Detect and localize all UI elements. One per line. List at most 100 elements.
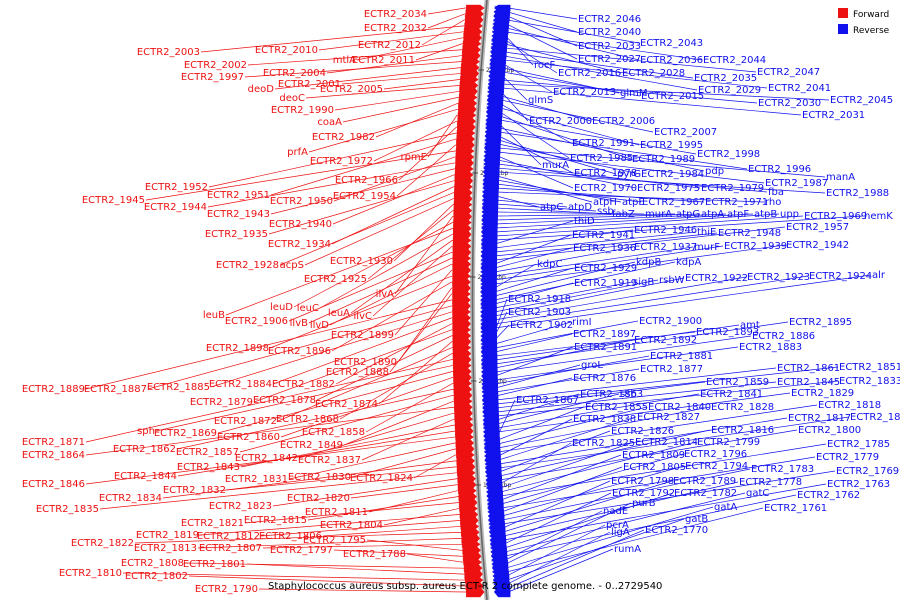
reverse-gene-label: rocF bbox=[534, 60, 556, 71]
forward-gene-label: ECTR2_1812 bbox=[197, 531, 260, 542]
reverse-gene-label: ssb bbox=[597, 206, 614, 217]
reverse-gene-label: ECTR2_1984 bbox=[641, 169, 704, 180]
forward-gene-label: ECTR2_1872 bbox=[214, 416, 277, 427]
reverse-gene-tick bbox=[482, 200, 497, 204]
reverse-gene-tick bbox=[481, 385, 496, 389]
reverse-gene-label: atpH bbox=[593, 197, 617, 208]
reverse-gene-tick bbox=[486, 500, 502, 504]
reverse-gene-tick bbox=[481, 230, 496, 234]
reverse-gene-label: rsbW bbox=[659, 275, 685, 286]
reverse-gene-tick bbox=[494, 5, 509, 9]
reverse-gene-label: ssb bbox=[620, 389, 637, 400]
reverse-gene-label: ECTR2_1805 bbox=[623, 462, 686, 473]
reverse-gene-label: pdp bbox=[705, 166, 724, 177]
reverse-gene-label: ECTR2_1833 bbox=[839, 376, 900, 387]
forward-gene-label: ECTR2_1815 bbox=[244, 515, 307, 526]
forward-gene-label: ilvB bbox=[290, 318, 308, 329]
reverse-gene-label: alr bbox=[872, 270, 886, 281]
reverse-gene-tick bbox=[485, 130, 500, 134]
forward-gene-label: ECTR2_1795 bbox=[303, 535, 366, 546]
forward-gene-label: ECTR2_1806 bbox=[259, 531, 322, 542]
reverse-gene-label: ECTR2_1893 bbox=[696, 327, 759, 338]
forward-gene-label: ECTR2_1831 bbox=[225, 474, 288, 485]
reverse-gene-tick bbox=[492, 30, 507, 34]
reverse-gene-tick bbox=[482, 175, 498, 179]
reverse-gene-tick bbox=[488, 520, 503, 524]
forward-gene-label: leuB bbox=[203, 310, 225, 321]
forward-gene-label: ECTR2_1807 bbox=[199, 543, 262, 554]
reverse-gene-label: ECTR2_1800 bbox=[798, 425, 861, 436]
reverse-gene-label: ECTR2_1827 bbox=[637, 412, 700, 423]
reverse-gene-label: groL bbox=[581, 360, 603, 371]
reverse-gene-label: ECTR2_1763 bbox=[827, 479, 890, 490]
forward-gene-label: ECTR2_1885 bbox=[147, 382, 210, 393]
forward-gene-label: ECTR2_1860 bbox=[217, 432, 280, 443]
forward-gene-label: ECTR2_2003 bbox=[137, 47, 200, 58]
reverse-gene-label: ECTR2_1867 bbox=[516, 395, 579, 406]
reverse-gene-tick bbox=[487, 505, 502, 509]
reverse-gene-tick bbox=[480, 300, 495, 304]
reverse-gene-tick bbox=[493, 15, 508, 19]
forward-gene-label: ECTR2_1990 bbox=[271, 105, 334, 116]
reverse-gene-tick bbox=[481, 225, 496, 229]
reverse-gene-label: ECTR2_2036 bbox=[640, 55, 703, 66]
reverse-gene-tick bbox=[486, 110, 501, 114]
forward-gene-label: ECTR2_1864 bbox=[22, 450, 85, 461]
forward-leader-line bbox=[367, 210, 465, 280]
reverse-gene-tick bbox=[493, 585, 508, 589]
reverse-gene-tick bbox=[486, 495, 501, 499]
reverse-gene-tick bbox=[482, 180, 497, 184]
reverse-gene-label: ECTR2_1803 bbox=[850, 412, 900, 423]
forward-gene-label: ECTR2_1869 bbox=[154, 428, 217, 439]
reverse-gene-tick bbox=[484, 135, 499, 139]
reverse-gene-label: ECTR2_1970 bbox=[574, 183, 637, 194]
reverse-gene-tick bbox=[480, 250, 495, 254]
reverse-gene-label: fba bbox=[768, 187, 784, 198]
forward-gene-label: ECTR2_1930 bbox=[330, 256, 393, 267]
reverse-gene-tick bbox=[481, 205, 496, 209]
reverse-gene-label: ECTR2_1877 bbox=[640, 364, 703, 375]
reverse-gene-label: ECTR2_1783 bbox=[751, 464, 814, 475]
reverse-gene-label: ECTR2_1900 bbox=[639, 316, 702, 327]
reverse-gene-tick bbox=[483, 445, 498, 449]
reverse-gene-tick bbox=[493, 580, 508, 584]
forward-gene-label: ECTR2_1849 bbox=[280, 440, 343, 451]
reverse-gene-tick bbox=[480, 265, 495, 269]
reverse-gene-tick bbox=[481, 390, 496, 394]
reverse-gene-tick bbox=[484, 465, 499, 469]
forward-gene-label: ECTR2_1857 bbox=[176, 447, 239, 458]
reverse-gene-tick bbox=[481, 360, 496, 364]
reverse-gene-label: ECTR2_1881 bbox=[650, 351, 713, 362]
reverse-gene-tick bbox=[492, 20, 508, 24]
reverse-gene-tick bbox=[481, 210, 496, 214]
forward-gene-label: ECTR2_1950 bbox=[270, 196, 333, 207]
reverse-gene-label: ECTR2_1828 bbox=[711, 402, 774, 413]
reverse-gene-label: ECTR2_1762 bbox=[797, 490, 860, 501]
reverse-gene-tick bbox=[490, 50, 505, 54]
backbone bbox=[471, 0, 488, 600]
reverse-gene-tick bbox=[480, 315, 495, 319]
reverse-gene-label: ECTR2_2007 bbox=[654, 127, 717, 138]
forward-gene-label: ECTR2_1824 bbox=[350, 473, 413, 484]
forward-leader-line bbox=[383, 79, 472, 90]
reverse-gene-label: glmM bbox=[620, 88, 648, 99]
reverse-genes bbox=[480, 4, 511, 598]
forward-gene-label: ECTR2_1862 bbox=[113, 444, 176, 455]
forward-gene-label: ECTR2_1858 bbox=[302, 427, 365, 438]
legend: Forward Reverse bbox=[838, 8, 890, 36]
forward-gene-label: ECTR2_1843 bbox=[177, 462, 240, 473]
forward-gene-label: ECTR2_1944 bbox=[144, 202, 207, 213]
reverse-gene-tick bbox=[483, 170, 498, 174]
reverse-gene-label: ECTR2_1845 bbox=[777, 377, 840, 388]
reverse-gene-label: ECTR2_1929 bbox=[574, 263, 637, 274]
forward-gene-label: ECTR2_1788 bbox=[343, 549, 406, 560]
reverse-gene-label: ECTR2_1946 bbox=[634, 225, 697, 236]
forward-leader-line bbox=[246, 563, 476, 575]
reverse-gene-label: ECTR2_2000 bbox=[529, 116, 592, 127]
reverse-gene-label: ECTR2_2045 bbox=[830, 95, 893, 106]
reverse-gene-label: ECTR2_1891 bbox=[574, 342, 637, 353]
reverse-gene-tick bbox=[489, 540, 504, 544]
reverse-gene-label: ECTR2_1937 bbox=[634, 242, 697, 253]
forward-gene-label: sph bbox=[137, 426, 155, 437]
